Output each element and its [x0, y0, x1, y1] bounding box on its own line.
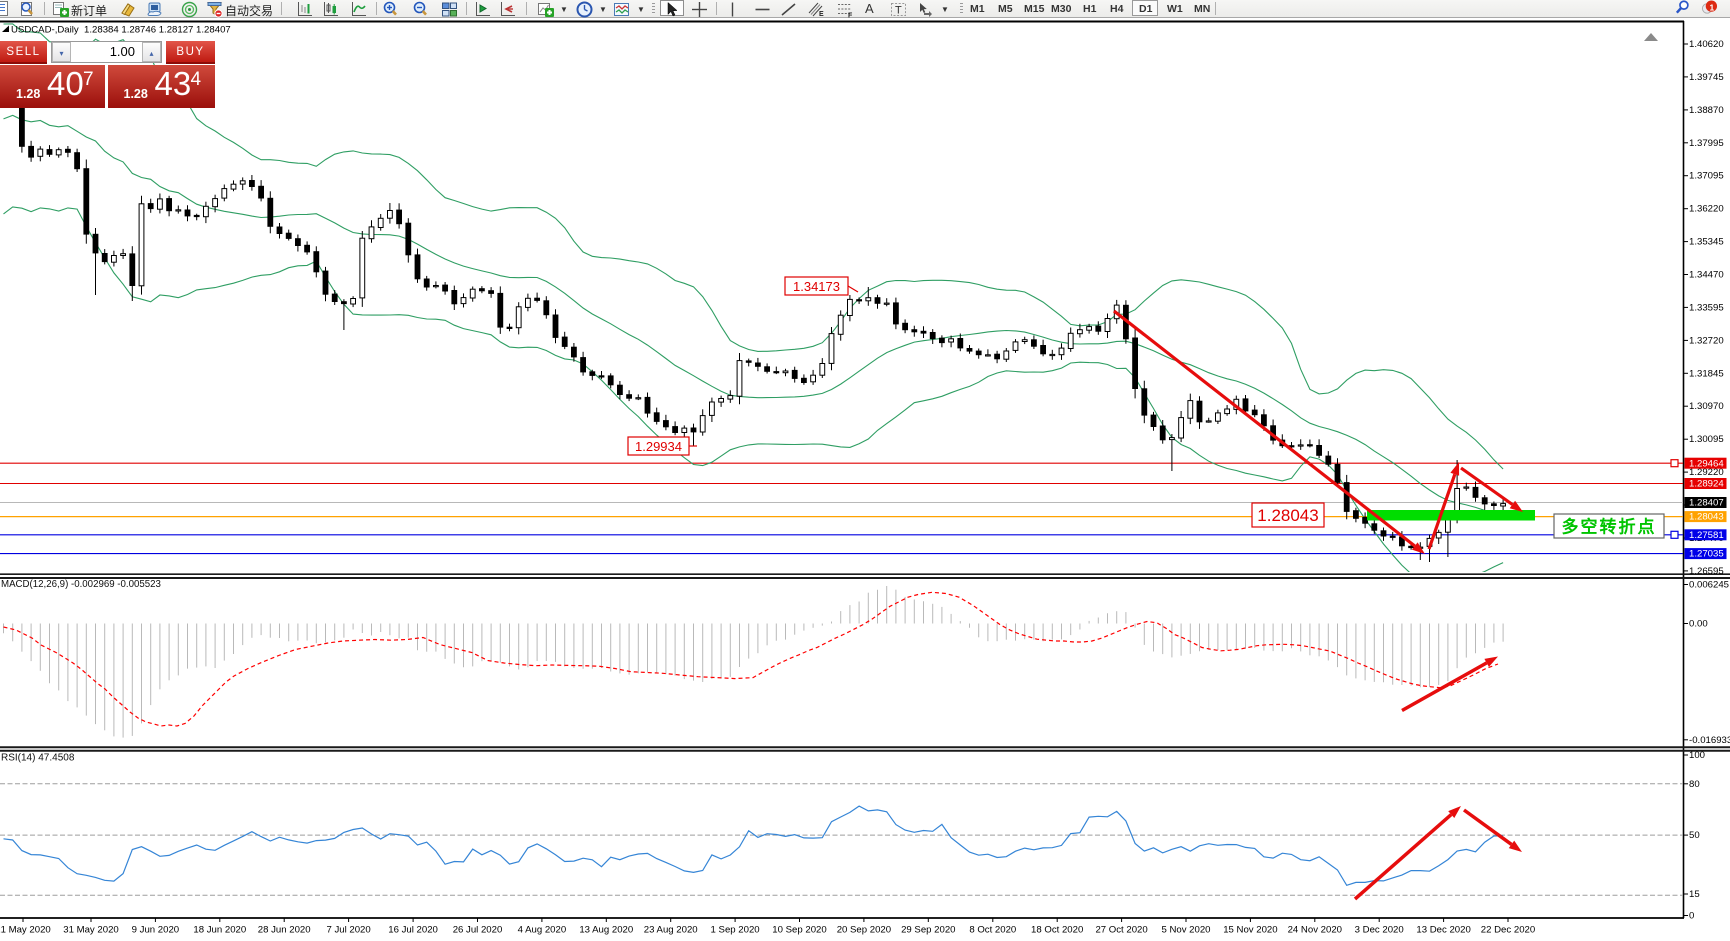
- svg-text:16 Jul 2020: 16 Jul 2020: [388, 925, 438, 936]
- svg-text:-0.016933: -0.016933: [1689, 735, 1730, 746]
- svg-text:F: F: [848, 13, 853, 19]
- svg-text:13 Aug 2020: 13 Aug 2020: [579, 925, 633, 936]
- svg-text:5 Nov 2020: 5 Nov 2020: [1161, 925, 1210, 936]
- svg-text:E: E: [819, 11, 824, 18]
- svg-text:1.40620: 1.40620: [1689, 39, 1724, 50]
- svg-text:18 Oct 2020: 18 Oct 2020: [1031, 925, 1083, 936]
- svg-text:1.29934: 1.29934: [635, 439, 682, 454]
- svg-text:50: 50: [1689, 830, 1700, 841]
- svg-text:1.29464: 1.29464: [1689, 458, 1724, 469]
- svg-text:18 Jun 2020: 18 Jun 2020: [193, 925, 246, 936]
- svg-text:8 Oct 2020: 8 Oct 2020: [969, 925, 1016, 936]
- svg-text:1.33595: 1.33595: [1689, 302, 1724, 313]
- svg-text:10 Sep 2020: 10 Sep 2020: [772, 925, 826, 936]
- svg-text:1.34470: 1.34470: [1689, 270, 1724, 281]
- svg-text:100: 100: [1689, 750, 1705, 761]
- svg-text:1.34173: 1.34173: [793, 279, 840, 294]
- svg-text:3 Dec 2020: 3 Dec 2020: [1355, 925, 1404, 936]
- svg-text:1.37095: 1.37095: [1689, 171, 1724, 182]
- svg-text:28 Jun 2020: 28 Jun 2020: [258, 925, 311, 936]
- svg-text:1.28043: 1.28043: [1257, 506, 1318, 525]
- svg-text:80: 80: [1689, 779, 1700, 790]
- svg-text:9 Jun 2020: 9 Jun 2020: [132, 925, 179, 936]
- svg-text:23 Aug 2020: 23 Aug 2020: [644, 925, 698, 936]
- svg-text:1.37995: 1.37995: [1689, 138, 1724, 149]
- svg-text:15: 15: [1689, 889, 1700, 900]
- svg-text:1.29220: 1.29220: [1689, 467, 1724, 478]
- svg-text:1.26595: 1.26595: [1689, 566, 1724, 577]
- svg-text:1.28407: 1.28407: [1689, 498, 1724, 509]
- svg-text:4 Aug 2020: 4 Aug 2020: [518, 925, 567, 936]
- svg-text:MACD(12,26,9) -0.002969 -0.005: MACD(12,26,9) -0.002969 -0.005523: [1, 579, 161, 590]
- svg-text:多空转折点: 多空转折点: [1562, 517, 1657, 537]
- svg-text:1.28924: 1.28924: [1689, 479, 1724, 490]
- svg-text:1: 1: [1710, 2, 1715, 12]
- svg-text:1.30970: 1.30970: [1689, 401, 1724, 412]
- svg-text:0: 0: [1689, 911, 1694, 922]
- svg-text:1.27035: 1.27035: [1689, 549, 1724, 560]
- svg-text:1.38870: 1.38870: [1689, 105, 1724, 116]
- svg-text:1 Sep 2020: 1 Sep 2020: [711, 925, 760, 936]
- svg-text:1.31845: 1.31845: [1689, 368, 1724, 379]
- svg-text:1.27581: 1.27581: [1689, 530, 1724, 541]
- svg-text:20 Sep 2020: 20 Sep 2020: [837, 925, 891, 936]
- svg-text:1.30095: 1.30095: [1689, 434, 1724, 445]
- svg-text:22 Dec 2020: 22 Dec 2020: [1481, 925, 1535, 936]
- svg-text:0.006245: 0.006245: [1689, 580, 1729, 591]
- svg-text:24 Nov 2020: 24 Nov 2020: [1288, 925, 1342, 936]
- svg-text:31 May 2020: 31 May 2020: [63, 925, 118, 936]
- svg-text:1.35345: 1.35345: [1689, 237, 1724, 248]
- svg-text:1.36220: 1.36220: [1689, 204, 1724, 215]
- svg-text:0.00: 0.00: [1689, 619, 1708, 630]
- svg-text:21 May 2020: 21 May 2020: [0, 925, 51, 936]
- svg-text:7 Jul 2020: 7 Jul 2020: [326, 925, 370, 936]
- svg-text:29 Sep 2020: 29 Sep 2020: [901, 925, 955, 936]
- svg-text:27 Oct 2020: 27 Oct 2020: [1095, 925, 1147, 936]
- svg-text:1.39745: 1.39745: [1689, 72, 1724, 83]
- svg-text:RSI(14) 47.4508: RSI(14) 47.4508: [1, 753, 75, 764]
- svg-text:15 Nov 2020: 15 Nov 2020: [1223, 925, 1277, 936]
- svg-text:26 Jul 2020: 26 Jul 2020: [453, 925, 503, 936]
- svg-text:1.28043: 1.28043: [1689, 512, 1724, 523]
- svg-text:USDCAD-,Daily 1.28384 1.28746: USDCAD-,Daily 1.28384 1.28746 1.28127 1.…: [11, 24, 231, 35]
- svg-text:13 Dec 2020: 13 Dec 2020: [1416, 925, 1470, 936]
- svg-text:1.32720: 1.32720: [1689, 335, 1724, 346]
- svg-text:T: T: [895, 5, 902, 17]
